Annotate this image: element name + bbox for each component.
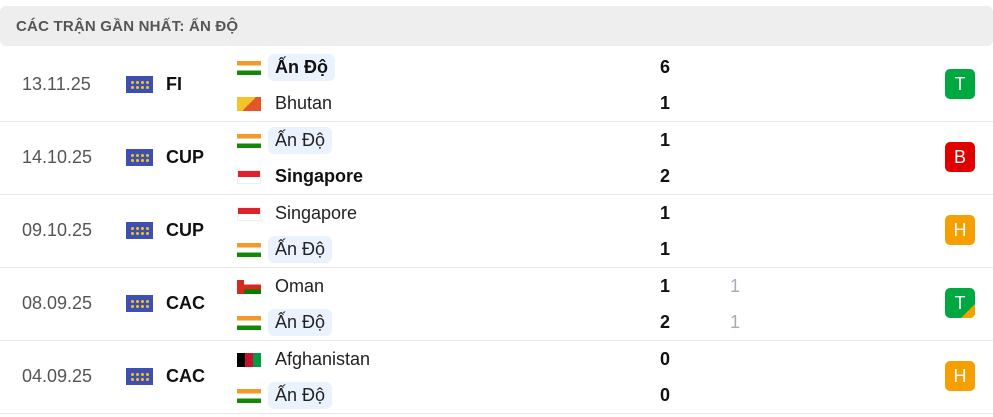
- team-score: 0: [659, 385, 670, 405]
- bhutan-flag-icon: [237, 97, 261, 111]
- match-date: 04.09.25: [22, 366, 93, 386]
- world-map-icon: [126, 149, 153, 166]
- away-team: Singapore 2: [0, 158, 993, 194]
- competition-label[interactable]: CUP: [166, 220, 205, 240]
- team-score: 0: [659, 349, 670, 369]
- competition-label[interactable]: CAC: [166, 366, 205, 386]
- match-row[interactable]: 04.09.25 CAC Afghanistan 0 Ấn Độ 0 H: [0, 340, 993, 414]
- penalty-corner-marker: [961, 304, 975, 318]
- home-team: Oman 1 1: [0, 268, 993, 304]
- singapore-flag-icon: [237, 207, 261, 221]
- home-team: Ấn Độ 6: [0, 49, 993, 85]
- result-badge: T: [945, 288, 975, 318]
- world-map-icon: [126, 76, 153, 93]
- section-header: CÁC TRẬN GẦN NHẤT: ẤN ĐỘ: [0, 6, 993, 46]
- match-row[interactable]: 14.10.25 CUP Ấn Độ 1 Singapore 2 B: [0, 121, 993, 195]
- team-score: 6: [659, 57, 670, 77]
- match-row[interactable]: 08.09.25 CAC Oman 1 1 Ấn Độ 2 1 T: [0, 267, 993, 341]
- india-flag-icon: [237, 316, 261, 330]
- oman-flag-icon: [237, 280, 261, 294]
- team-name[interactable]: Afghanistan: [275, 349, 371, 369]
- team-name[interactable]: Ấn Độ: [268, 54, 335, 81]
- team-name[interactable]: Ấn Độ: [268, 236, 333, 263]
- competition-label[interactable]: FI: [166, 74, 182, 94]
- match-date: 09.10.25: [22, 220, 93, 240]
- result-label: T: [954, 74, 966, 94]
- india-flag-icon: [237, 243, 261, 257]
- singapore-flag-icon: [237, 170, 261, 184]
- team-name[interactable]: Ấn Độ: [268, 382, 333, 409]
- team-name[interactable]: Bhutan: [275, 93, 333, 113]
- team-name[interactable]: Singapore: [275, 203, 358, 223]
- away-team: Ấn Độ 1: [0, 231, 993, 267]
- team-name[interactable]: Singapore: [275, 166, 364, 186]
- competition-label[interactable]: CUP: [166, 147, 205, 167]
- match-date: 08.09.25: [22, 293, 93, 313]
- result-label: H: [953, 366, 967, 386]
- result-label: B: [953, 147, 966, 167]
- home-team: Ấn Độ 1: [0, 122, 993, 158]
- team-name[interactable]: Ấn Độ: [268, 309, 333, 336]
- match-date: 14.10.25: [22, 147, 93, 167]
- match-row[interactable]: 13.11.25 FI Ấn Độ 6 Bhutan 1 T: [0, 48, 993, 122]
- result-badge: B: [945, 142, 975, 172]
- team-score: 1: [659, 93, 670, 113]
- india-flag-icon: [237, 389, 261, 403]
- away-team: Ấn Độ 0: [0, 377, 993, 413]
- world-map-icon: [126, 222, 153, 239]
- team-score: 1: [659, 239, 670, 259]
- result-badge: T: [945, 69, 975, 99]
- result-badge: H: [945, 361, 975, 391]
- home-team: Singapore 1: [0, 195, 993, 231]
- match-date: 13.11.25: [22, 74, 91, 94]
- result-label: H: [953, 220, 967, 240]
- team-score: 1: [659, 130, 670, 150]
- result-badge: H: [945, 215, 975, 245]
- penalty-score: 1: [730, 312, 741, 332]
- india-flag-icon: [237, 61, 261, 75]
- team-name[interactable]: Ấn Độ: [268, 127, 333, 154]
- team-score: 1: [659, 276, 670, 296]
- away-team: Ấn Độ 2 1: [0, 304, 993, 340]
- team-score: 1: [659, 203, 670, 223]
- afghanistan-flag-icon: [237, 353, 261, 367]
- penalty-score: 1: [730, 276, 741, 296]
- world-map-icon: [126, 295, 153, 312]
- away-team: Bhutan 1: [0, 85, 993, 121]
- team-score: 2: [659, 166, 670, 186]
- result-label: T: [954, 293, 966, 313]
- india-flag-icon: [237, 134, 261, 148]
- world-map-icon: [126, 368, 153, 385]
- match-row[interactable]: 09.10.25 CUP Singapore 1 Ấn Độ 1 H: [0, 194, 993, 268]
- competition-label[interactable]: CAC: [166, 293, 205, 313]
- team-score: 2: [659, 312, 670, 332]
- section-title: CÁC TRẬN GẦN NHẤT: ẤN ĐỘ: [16, 18, 239, 35]
- team-name[interactable]: Oman: [275, 276, 325, 296]
- home-team: Afghanistan 0: [0, 341, 993, 377]
